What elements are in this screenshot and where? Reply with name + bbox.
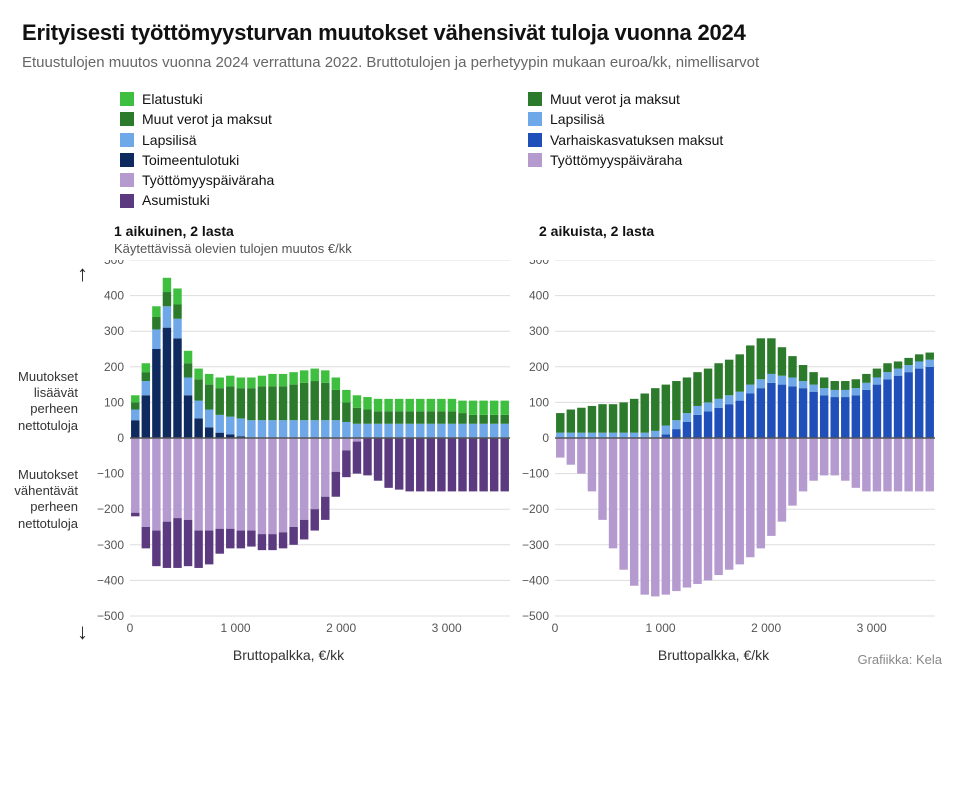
legend-label: Muut verot ja maksut (550, 89, 680, 109)
legend-item: Elatustuki (120, 89, 528, 109)
legend-label: Asumistuki (142, 190, 210, 210)
panel-left-title: 1 aikuinen, 2 lasta (114, 223, 491, 239)
legend-item: Asumistuki (120, 190, 528, 210)
legend-item: Työttömyyspäiväraha (120, 170, 528, 190)
svg-text:−300: −300 (97, 538, 124, 552)
legend-left: ElatustukiMuut verot ja maksutLapsilisäT… (120, 89, 528, 211)
legend-swatch (120, 112, 134, 126)
svg-text:−200: −200 (97, 502, 124, 516)
legend-label: Työttömyyspäiväraha (550, 150, 682, 170)
chart-svg: 5004003002001000−100−200−300−400−50001 0… (86, 260, 510, 640)
svg-text:300: 300 (529, 324, 549, 338)
svg-text:100: 100 (104, 395, 124, 409)
legend-swatch (120, 153, 134, 167)
svg-text:−500: −500 (522, 609, 549, 623)
panel-left: 1 aikuinen, 2 lasta Käytettävissä olevie… (86, 219, 491, 663)
x-axis-title-left: Bruttopalkka, €/kk (86, 647, 491, 663)
svg-text:−300: −300 (522, 538, 549, 552)
svg-text:−200: −200 (522, 502, 549, 516)
credit-text: Grafiikka: Kela (857, 652, 942, 667)
svg-text:400: 400 (529, 288, 549, 302)
svg-text:100: 100 (529, 395, 549, 409)
y-axis-title-spacer (539, 241, 916, 256)
chart-left: 5004003002001000−100−200−300−400−50001 0… (86, 260, 491, 645)
panel-right: 2 aikuista, 2 lasta 500 400 300 200 100 0 −100… (511, 219, 916, 663)
legend-label: Toimeentulotuki (142, 150, 239, 170)
svg-text:200: 200 (104, 360, 124, 374)
legend-swatch (528, 92, 542, 106)
legend-swatch (528, 112, 542, 126)
legend-label: Muut verot ja maksut (142, 109, 272, 129)
legend-swatch (120, 133, 134, 147)
svg-text:3 000: 3 000 (857, 621, 887, 635)
legend-item: Lapsilisä (528, 109, 936, 129)
legend-item: Varhaiskasvatuksen maksut (528, 130, 936, 150)
svg-text:−500: −500 (97, 609, 124, 623)
legend-swatch (528, 153, 542, 167)
legend-swatch (120, 173, 134, 187)
svg-text:−400: −400 (97, 573, 124, 587)
svg-text:2 000: 2 000 (751, 621, 781, 635)
legend-item: Työttömyyspäiväraha (528, 150, 936, 170)
legend-label: Lapsilisä (142, 130, 196, 150)
svg-text:−100: −100 (522, 466, 549, 480)
svg-text:0: 0 (542, 431, 549, 445)
legend-swatch (528, 133, 542, 147)
svg-text:−400: −400 (522, 573, 549, 587)
axis-decrease-label: Muutokset vähentävät perheen nettotuloja (14, 467, 78, 532)
legend-item: Toimeentulotuki (120, 150, 528, 170)
legend-label: Varhaiskasvatuksen maksut (550, 130, 723, 150)
y-axis-title: Käytettävissä olevien tulojen muutos €/k… (114, 241, 491, 256)
svg-text:−100: −100 (97, 466, 124, 480)
axis-side-labels: ↑ Muutokset lisäävät perheen nettotuloja… (22, 219, 86, 663)
svg-text:300: 300 (104, 324, 124, 338)
chart-svg: 5004003002001000−100−200−300−400−50001 0… (511, 260, 935, 640)
svg-text:2 000: 2 000 (326, 621, 356, 635)
legend-right: Muut verot ja maksutLapsilisäVarhaiskasv… (528, 89, 936, 211)
svg-text:0: 0 (127, 621, 134, 635)
legend-label: Lapsilisä (550, 109, 604, 129)
legend-label: Elatustuki (142, 89, 203, 109)
svg-text:0: 0 (552, 621, 559, 635)
svg-text:1 000: 1 000 (221, 621, 251, 635)
svg-text:0: 0 (117, 431, 124, 445)
svg-text:3 000: 3 000 (432, 621, 462, 635)
page-subtitle: Etuustulojen muutos vuonna 2024 verrattu… (22, 54, 936, 71)
panel-right-title: 2 aikuista, 2 lasta (539, 223, 916, 239)
svg-text:1 000: 1 000 (646, 621, 676, 635)
svg-text:500: 500 (104, 260, 124, 267)
svg-text:200: 200 (529, 360, 549, 374)
legend-item: Muut verot ja maksut (120, 109, 528, 129)
x-axis-title-right: Bruttopalkka, €/kk (511, 647, 916, 663)
svg-text:400: 400 (104, 288, 124, 302)
svg-text:500: 500 (529, 260, 549, 267)
legend-item: Muut verot ja maksut (528, 89, 936, 109)
legend-swatch (120, 92, 134, 106)
legends: ElatustukiMuut verot ja maksutLapsilisäT… (22, 89, 936, 211)
legend-label: Työttömyyspäiväraha (142, 170, 274, 190)
chart-right: 5004003002001000−100−200−300−400−50001 0… (511, 260, 916, 645)
legend-item: Lapsilisä (120, 130, 528, 150)
axis-increase-label: Muutokset lisäävät perheen nettotuloja (18, 369, 78, 434)
legend-swatch (120, 194, 134, 208)
page-title: Erityisesti työttömyysturvan muutokset v… (22, 20, 936, 46)
